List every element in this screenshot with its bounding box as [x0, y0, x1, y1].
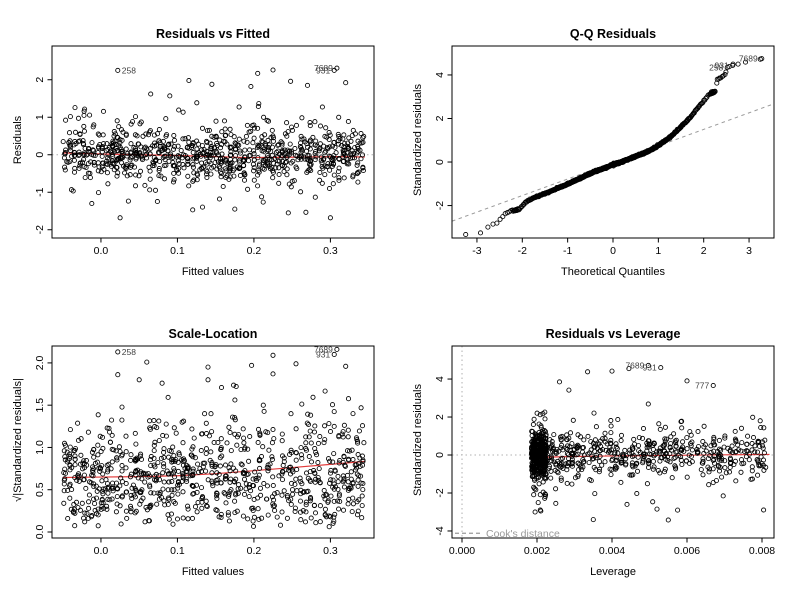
y-tick-label: 0.0 [34, 525, 46, 540]
y-tick-label: 4 [434, 376, 446, 382]
outlier-label-7689: 7689 [739, 54, 758, 64]
x-tick-label: 0.004 [599, 545, 625, 557]
y-tick-label: 1.5 [34, 398, 46, 413]
y-tick-label: 0 [34, 152, 46, 158]
x-axis-label: Theoretical Quantiles [561, 266, 665, 278]
outlier-label-931: 931 [316, 349, 330, 359]
x-tick-label: 0.000 [449, 545, 475, 557]
panel-residuals-vs-fitted: Residuals vs Fitted Residuals Fitted val… [0, 0, 400, 300]
outlier-label-931: 931 [715, 60, 729, 70]
outlier-label-931: 931 [643, 363, 657, 373]
outlier-label-7689: 7689 [625, 360, 644, 370]
outlier-label-258: 258 [122, 65, 136, 75]
y-tick-label: 2 [34, 77, 46, 83]
y-tick-label: 0 [434, 452, 446, 458]
x-tick-label: 0.006 [674, 545, 700, 557]
x-tick-label: -1 [563, 245, 572, 257]
panel-title: Residuals vs Fitted [156, 27, 270, 41]
panel-title: Scale-Location [168, 327, 258, 341]
y-tick-label: 0 [434, 159, 446, 165]
outlier-label-258: 258 [122, 347, 136, 357]
y-tick-label: 2.0 [34, 355, 46, 370]
panel-qq-residuals: Q-Q Residuals Standardized residuals The… [400, 0, 800, 300]
cooks-distance-legend: Cook's distance [486, 528, 560, 540]
x-axis-label: Fitted values [181, 266, 245, 278]
x-tick-label: -3 [472, 245, 481, 257]
y-tick-label: -4 [434, 526, 446, 535]
plot-area: Cook's distance [452, 346, 774, 540]
plot-area [61, 352, 367, 530]
x-tick-label: 0.2 [247, 245, 262, 257]
y-tick-label: -1 [34, 187, 46, 196]
y-tick-label: 0.5 [34, 482, 46, 497]
axes: 0.000 0.002 0.004 0.006 0.008 -4 -2 0 2 4 [434, 345, 775, 557]
y-tick-label: -2 [34, 225, 46, 234]
y-tick-label: -2 [434, 201, 446, 210]
x-tick-label: 1 [655, 245, 661, 257]
x-tick-label: 2 [701, 245, 707, 257]
x-tick-label: 0.1 [170, 545, 185, 557]
x-axis-label: Fitted values [181, 566, 245, 578]
smooth-line [62, 460, 365, 479]
panel-scale-location: Scale-Location √|Standardized residuals|… [0, 300, 400, 600]
x-tick-label: 0.2 [247, 545, 262, 557]
x-tick-label: 0.0 [94, 245, 109, 257]
outlier-label-7689: 7689 [314, 63, 333, 73]
panel-residuals-vs-leverage: Residuals vs Leverage Standardized resid… [400, 300, 800, 600]
y-tick-label: 1 [34, 114, 46, 120]
x-tick-label: 0.1 [170, 245, 185, 257]
x-tick-label: 3 [746, 245, 752, 257]
x-tick-label: 0.3 [323, 245, 338, 257]
y-tick-label: 1.0 [34, 440, 46, 455]
data-points [61, 352, 367, 530]
y-tick-label: 2 [434, 115, 446, 121]
data-points [528, 366, 769, 523]
axes: 0.0 0.1 0.2 0.3 0.0 0.5 1.0 1.5 2.0 [34, 345, 375, 557]
plot-box [51, 345, 375, 539]
panel-title: Q-Q Residuals [569, 27, 657, 41]
panel-title: Residuals vs Leverage [545, 327, 681, 341]
data-points [463, 56, 763, 238]
x-tick-label: 0.0 [94, 545, 109, 557]
y-tick-label: -2 [434, 488, 446, 497]
plot-area [52, 67, 374, 221]
outlier-label-931: 931 [316, 65, 330, 75]
x-tick-label: 0 [610, 245, 616, 257]
outlier-label-258: 258 [709, 62, 723, 72]
x-tick-label: -2 [518, 245, 527, 257]
axes: 0.0 0.1 0.2 0.3 -2 -1 0 1 2 [34, 45, 375, 257]
outlier-label-7689: 7689 [314, 344, 333, 354]
axes: -3 -2 -1 0 1 2 3 -2 0 2 4 [434, 45, 775, 257]
outlier-label-777: 777 [695, 381, 709, 391]
x-tick-label: 0.008 [749, 545, 775, 557]
data-points [60, 67, 367, 221]
y-tick-label: 2 [434, 414, 446, 420]
x-tick-label: 0.3 [323, 545, 338, 557]
y-tick-label: 4 [434, 72, 446, 78]
x-axis-label: Leverage [590, 566, 636, 578]
plot-box [451, 345, 775, 539]
plot-box [451, 45, 775, 239]
plot-area [452, 56, 774, 238]
x-tick-label: 0.002 [524, 545, 550, 557]
plot-box [51, 45, 375, 239]
